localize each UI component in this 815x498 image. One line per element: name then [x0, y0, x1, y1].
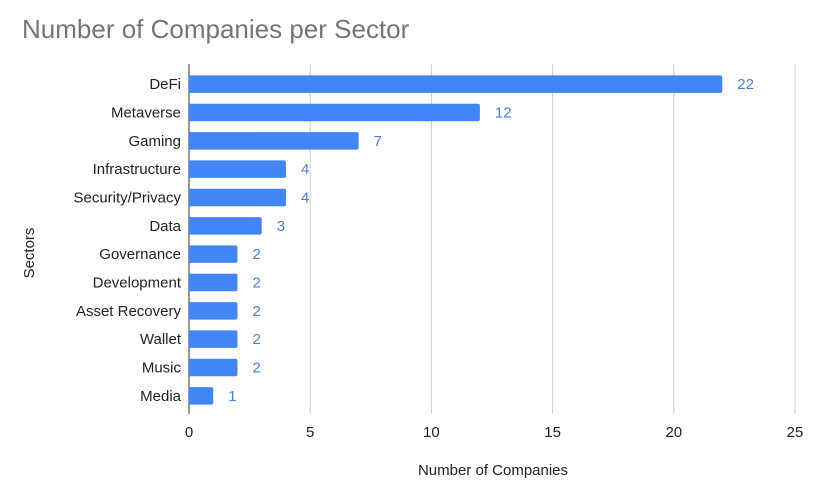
bar-series	[189, 75, 723, 405]
category-label: Music	[142, 360, 182, 377]
x-tick-label: 15	[544, 424, 561, 441]
x-tick-label: 0	[185, 424, 193, 441]
data-label: 2	[252, 303, 260, 320]
data-label: 2	[252, 331, 260, 348]
category-label: Gaming	[128, 133, 181, 150]
bar	[189, 103, 480, 122]
category-label: Development	[93, 275, 182, 292]
x-tick-labels: 0 5 10 15 20 25	[185, 424, 804, 441]
x-tick-label: 5	[306, 424, 314, 441]
category-label: Data	[149, 218, 181, 235]
bar	[189, 302, 238, 320]
data-label: 7	[374, 133, 382, 150]
category-label: Governance	[99, 246, 181, 263]
bar	[189, 330, 238, 348]
bar	[189, 245, 238, 263]
bar	[189, 160, 286, 178]
x-tick-label: 20	[665, 424, 682, 441]
bar	[189, 188, 286, 207]
data-label: 2	[252, 360, 260, 377]
bar	[189, 358, 238, 377]
category-label: Security/Privacy	[73, 190, 181, 207]
category-label: Media	[140, 388, 182, 405]
bar	[189, 273, 238, 292]
data-label: 4	[301, 190, 309, 207]
bar	[189, 217, 262, 235]
category-label: DeFi	[149, 76, 181, 93]
data-label: 3	[277, 218, 285, 235]
category-label: Asset Recovery	[76, 303, 182, 320]
x-tick-label: 25	[787, 424, 804, 441]
chart-title: Number of Companies per Sector	[22, 14, 410, 44]
gridlines	[188, 64, 796, 414]
category-label: Wallet	[140, 331, 182, 348]
data-label: 4	[301, 161, 309, 178]
data-label: 22	[737, 76, 754, 93]
bar	[189, 387, 214, 405]
y-axis-title: Sectors	[21, 228, 38, 279]
x-tick-label: 10	[423, 424, 440, 441]
data-label: 1	[228, 388, 236, 405]
category-label: Metaverse	[111, 105, 181, 122]
bar	[189, 75, 723, 93]
category-label: Infrastructure	[93, 161, 181, 178]
data-label: 2	[252, 246, 260, 263]
data-label: 2	[252, 275, 260, 292]
data-label: 12	[495, 105, 512, 122]
bar	[189, 132, 359, 150]
x-axis-title: Number of Companies	[418, 462, 568, 479]
category-labels: DeFi Metaverse Gaming Infrastructure Securit…	[73, 76, 181, 405]
